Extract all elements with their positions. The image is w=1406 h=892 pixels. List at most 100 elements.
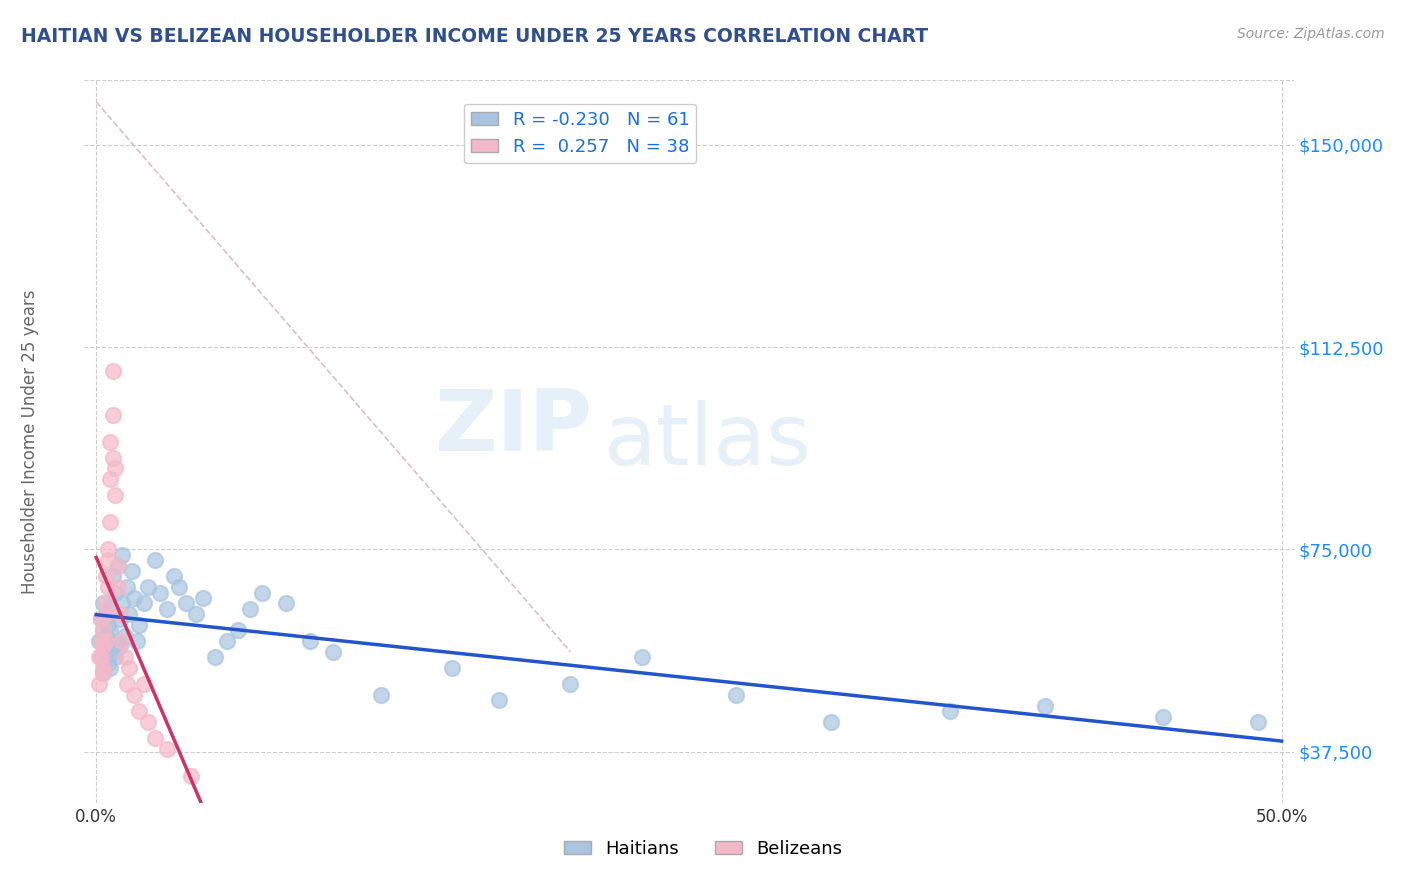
Point bbox=[149, 585, 172, 599]
Point bbox=[90, 612, 112, 626]
Point bbox=[322, 645, 344, 659]
Point bbox=[108, 607, 131, 621]
Point bbox=[560, 677, 582, 691]
Point bbox=[121, 564, 143, 578]
Point bbox=[94, 629, 117, 643]
Point bbox=[145, 731, 167, 745]
Point bbox=[274, 596, 297, 610]
Point bbox=[488, 693, 510, 707]
Point bbox=[1152, 709, 1174, 723]
Point bbox=[100, 472, 122, 486]
Point bbox=[97, 656, 120, 670]
Point bbox=[94, 645, 117, 659]
Point bbox=[114, 650, 136, 665]
Point bbox=[90, 650, 112, 665]
Point bbox=[87, 650, 110, 665]
Point bbox=[91, 596, 114, 610]
Point bbox=[128, 618, 150, 632]
Text: atlas: atlas bbox=[605, 400, 813, 483]
Point bbox=[167, 580, 190, 594]
Point bbox=[107, 558, 129, 573]
Point bbox=[104, 650, 127, 665]
Point bbox=[115, 580, 138, 594]
Point bbox=[97, 618, 120, 632]
Point bbox=[94, 607, 117, 621]
Point bbox=[163, 569, 186, 583]
Point bbox=[101, 645, 124, 659]
Legend: R = -0.230   N = 61, R =  0.257   N = 38: R = -0.230 N = 61, R = 0.257 N = 38 bbox=[464, 103, 696, 163]
Point bbox=[101, 364, 124, 378]
Point bbox=[101, 450, 124, 465]
Point bbox=[100, 516, 122, 530]
Legend: Haitians, Belizeans: Haitians, Belizeans bbox=[557, 833, 849, 865]
Point bbox=[107, 558, 129, 573]
Point bbox=[118, 661, 141, 675]
Point bbox=[115, 677, 138, 691]
Point bbox=[91, 661, 114, 675]
Point bbox=[176, 596, 198, 610]
Point bbox=[250, 585, 273, 599]
Point bbox=[370, 688, 392, 702]
Point bbox=[128, 704, 150, 718]
Point bbox=[97, 542, 120, 557]
Point bbox=[938, 704, 960, 718]
Point bbox=[90, 650, 112, 665]
Point bbox=[125, 634, 148, 648]
Point bbox=[215, 634, 238, 648]
Point bbox=[630, 650, 652, 665]
Point bbox=[107, 634, 129, 648]
Point bbox=[91, 624, 114, 638]
Point bbox=[111, 548, 134, 562]
Point bbox=[138, 714, 160, 729]
Text: Householder Income Under 25 years: Householder Income Under 25 years bbox=[21, 289, 39, 594]
Point bbox=[94, 607, 117, 621]
Point bbox=[132, 596, 155, 610]
Point bbox=[204, 650, 226, 665]
Point bbox=[118, 607, 141, 621]
Point bbox=[108, 612, 131, 626]
Point bbox=[91, 640, 114, 654]
Point bbox=[191, 591, 214, 605]
Point bbox=[132, 677, 155, 691]
Point bbox=[108, 640, 131, 654]
Point bbox=[100, 624, 122, 638]
Point bbox=[104, 585, 127, 599]
Point bbox=[100, 434, 122, 449]
Point bbox=[104, 461, 127, 475]
Point bbox=[184, 607, 207, 621]
Point bbox=[101, 408, 124, 422]
Point bbox=[100, 601, 122, 615]
Point bbox=[91, 666, 114, 681]
Point bbox=[87, 634, 110, 648]
Point bbox=[156, 601, 179, 615]
Point bbox=[122, 688, 145, 702]
Point bbox=[122, 591, 145, 605]
Point bbox=[145, 553, 167, 567]
Point bbox=[94, 569, 117, 583]
Point bbox=[91, 666, 114, 681]
Point bbox=[91, 624, 114, 638]
Point bbox=[239, 601, 262, 615]
Point bbox=[107, 580, 129, 594]
Point bbox=[101, 569, 124, 583]
Point bbox=[1033, 698, 1056, 713]
Point bbox=[111, 634, 134, 648]
Point bbox=[111, 596, 134, 610]
Point bbox=[228, 624, 250, 638]
Point bbox=[820, 714, 842, 729]
Point bbox=[114, 629, 136, 643]
Text: ZIP: ZIP bbox=[434, 385, 592, 468]
Point bbox=[440, 661, 463, 675]
Point bbox=[97, 580, 120, 594]
Point bbox=[1247, 714, 1270, 729]
Point bbox=[87, 677, 110, 691]
Point bbox=[97, 553, 120, 567]
Point bbox=[138, 580, 160, 594]
Point bbox=[104, 488, 127, 502]
Point bbox=[94, 596, 117, 610]
Point bbox=[725, 688, 748, 702]
Text: HAITIAN VS BELIZEAN HOUSEHOLDER INCOME UNDER 25 YEARS CORRELATION CHART: HAITIAN VS BELIZEAN HOUSEHOLDER INCOME U… bbox=[21, 27, 928, 45]
Point bbox=[90, 612, 112, 626]
Point bbox=[100, 661, 122, 675]
Point bbox=[90, 634, 112, 648]
